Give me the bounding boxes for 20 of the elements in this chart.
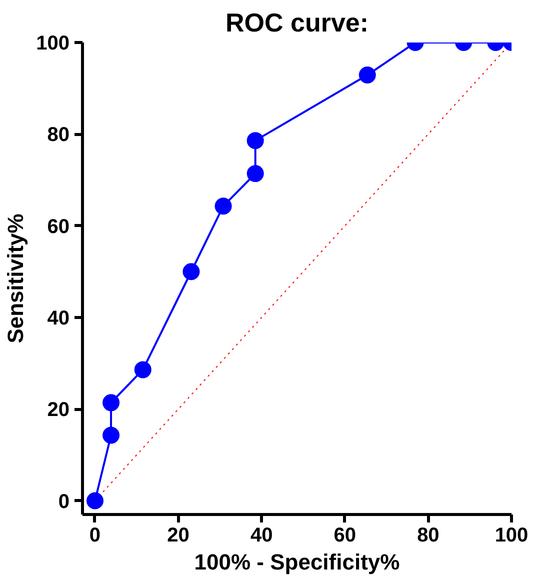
x-tick-label: 40	[250, 524, 273, 546]
point	[102, 394, 120, 412]
x-tick-label: 20	[167, 524, 190, 546]
x-tick-label: 100	[494, 524, 528, 546]
y-tick-label: 60	[47, 216, 70, 238]
y-tick-label: 40	[47, 307, 70, 330]
x-tick-label: 60	[334, 524, 356, 546]
y-tick-label: 80	[47, 124, 70, 146]
x-axis-title: 100% - Specificity%	[194, 550, 400, 574]
y-tick-label: 0	[58, 490, 70, 513]
x-tick-label: 80	[417, 524, 440, 546]
y-tick-label: 100	[36, 32, 70, 54]
point	[134, 361, 152, 378]
x-tick-label: 0	[89, 524, 101, 546]
y-axis-title: Sensitivity%	[3, 214, 28, 344]
chart-title: ROC curve:	[225, 8, 369, 38]
point	[86, 492, 104, 510]
point	[182, 263, 200, 280]
y-tick-label: 20	[47, 399, 70, 422]
point	[102, 426, 120, 444]
